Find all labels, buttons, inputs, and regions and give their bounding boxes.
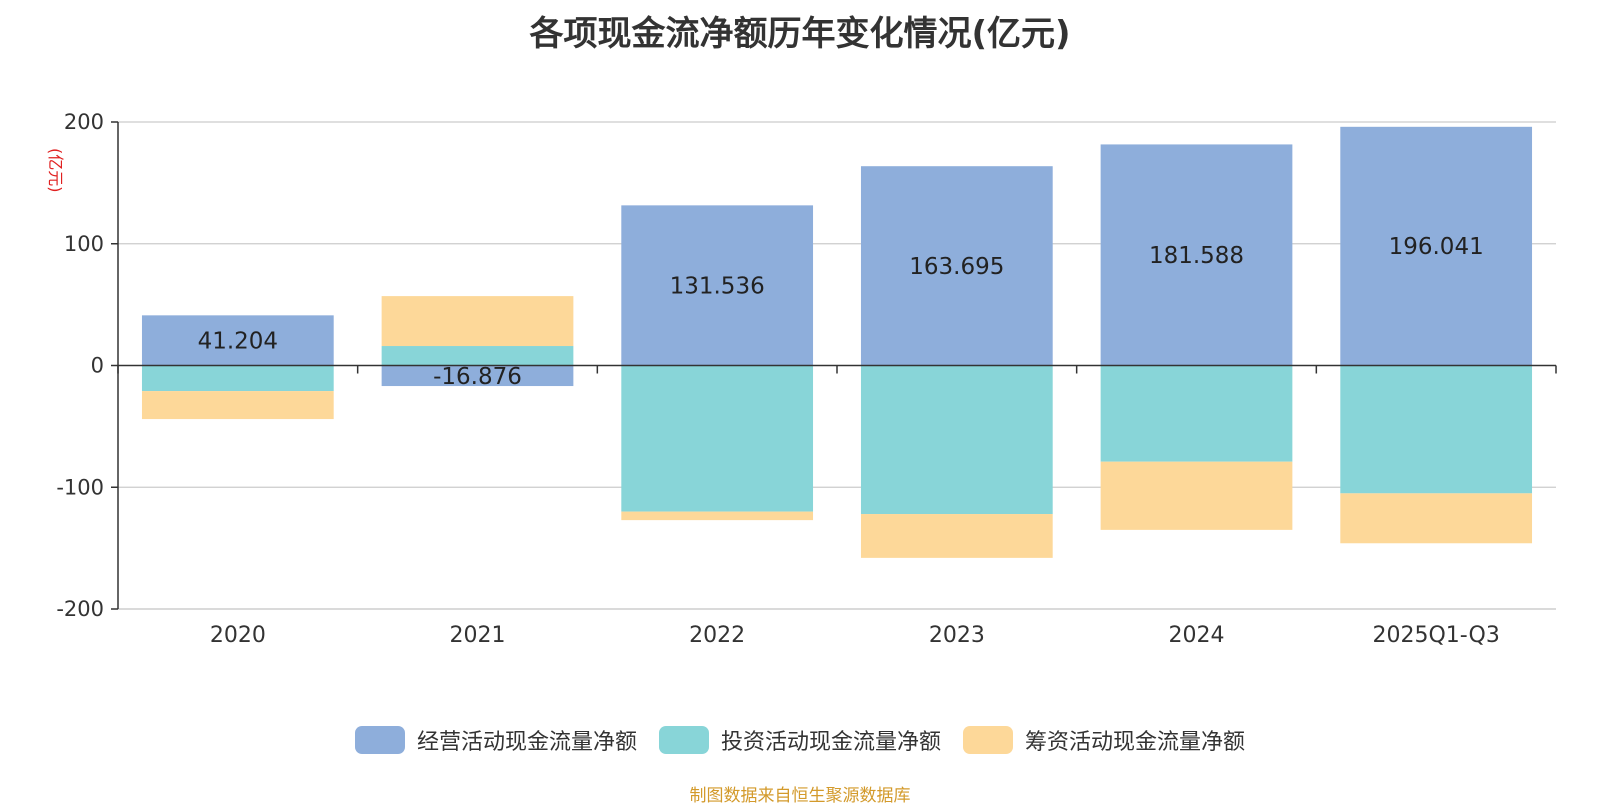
data-label: -16.876 [433,364,522,390]
bars [141,126,1533,558]
x-tick-label: 2022 [689,623,745,648]
legend-label: 经营活动现金流量净额 [416,730,637,755]
data-label: 41.204 [198,328,278,354]
data-label: 131.536 [670,273,765,299]
legend-item-3[interactable]: 筹资活动现金流量净额 [963,724,1245,756]
bar-segment-2022-series-2 [621,365,814,512]
bar-segment-2024-series-2 [1100,365,1293,462]
bar-segment-2024-series-3 [1100,461,1293,530]
bar-segment-2020-series-3 [141,391,334,420]
bar-segment-2025Q1-Q3-series-3 [1340,493,1533,544]
y-tick-label: -200 [56,597,104,621]
legend-label: 筹资活动现金流量净额 [1025,730,1246,755]
bar-segment-2020-series-1 [141,315,334,366]
axes: -200 -100 0 100 200 2020 2021 2022 2023 2024 2025Q… [56,110,1557,648]
legend-swatch [354,726,405,754]
bar-segment-2025Q1-Q3-series-2 [1340,365,1533,494]
bar-segment-2024-series-1 [1100,144,1293,366]
x-tick-label: 2021 [450,623,506,648]
legend-item-2[interactable]: 投资活动现金流量净额 [658,724,941,756]
bar-segment-2021-series-2 [381,346,574,366]
bar-segment-2023-series-2 [860,365,1053,515]
bar-segment-2023-series-3 [860,514,1053,558]
legend-label: 投资活动现金流量净额 [720,730,941,755]
legend-item-1[interactable]: 经营活动现金流量净额 [354,724,637,756]
source-note: 制图数据来自恒生聚源数据库 [689,786,911,806]
bar-segment-2023-series-1 [860,166,1053,366]
bar-segment-2021-series-1 [381,365,574,387]
bar-segment-2021-series-3 [381,296,574,347]
grid-lines [118,121,1556,610]
bar-segment-2022-series-3 [621,511,814,521]
data-label: 181.588 [1149,243,1244,269]
legend: 经营活动现金流量净额 投资活动现金流量净额 筹资活动现金流量净额 [0,724,1600,756]
data-label: 163.695 [909,254,1004,280]
y-tick-label: 200 [64,110,104,134]
x-tick-label: 2023 [929,623,985,648]
bar-segment-2020-series-2 [141,365,334,392]
legend-swatch [658,726,709,754]
data-label: 196.041 [1389,234,1484,260]
y-tick-label: -100 [56,475,104,499]
bar-segment-2025Q1-Q3-series-1 [1340,126,1533,366]
x-tick-label: 2024 [1169,623,1225,648]
y-tick-label: 100 [64,232,104,256]
data-labels: 41.204 -16.876 131.536 163.695 181.588 196.04… [198,234,1484,390]
x-tick-label: 2020 [210,623,266,648]
y-tick-label: 0 [91,354,104,378]
legend-swatch [963,726,1013,754]
x-tick-label: 2025Q1-Q3 [1372,623,1499,648]
chart-title: 各项现金流净额历年变化情况(亿元) [529,14,1071,54]
bar-segment-2022-series-1 [621,205,814,366]
y-axis-title: (亿元) [46,148,65,193]
